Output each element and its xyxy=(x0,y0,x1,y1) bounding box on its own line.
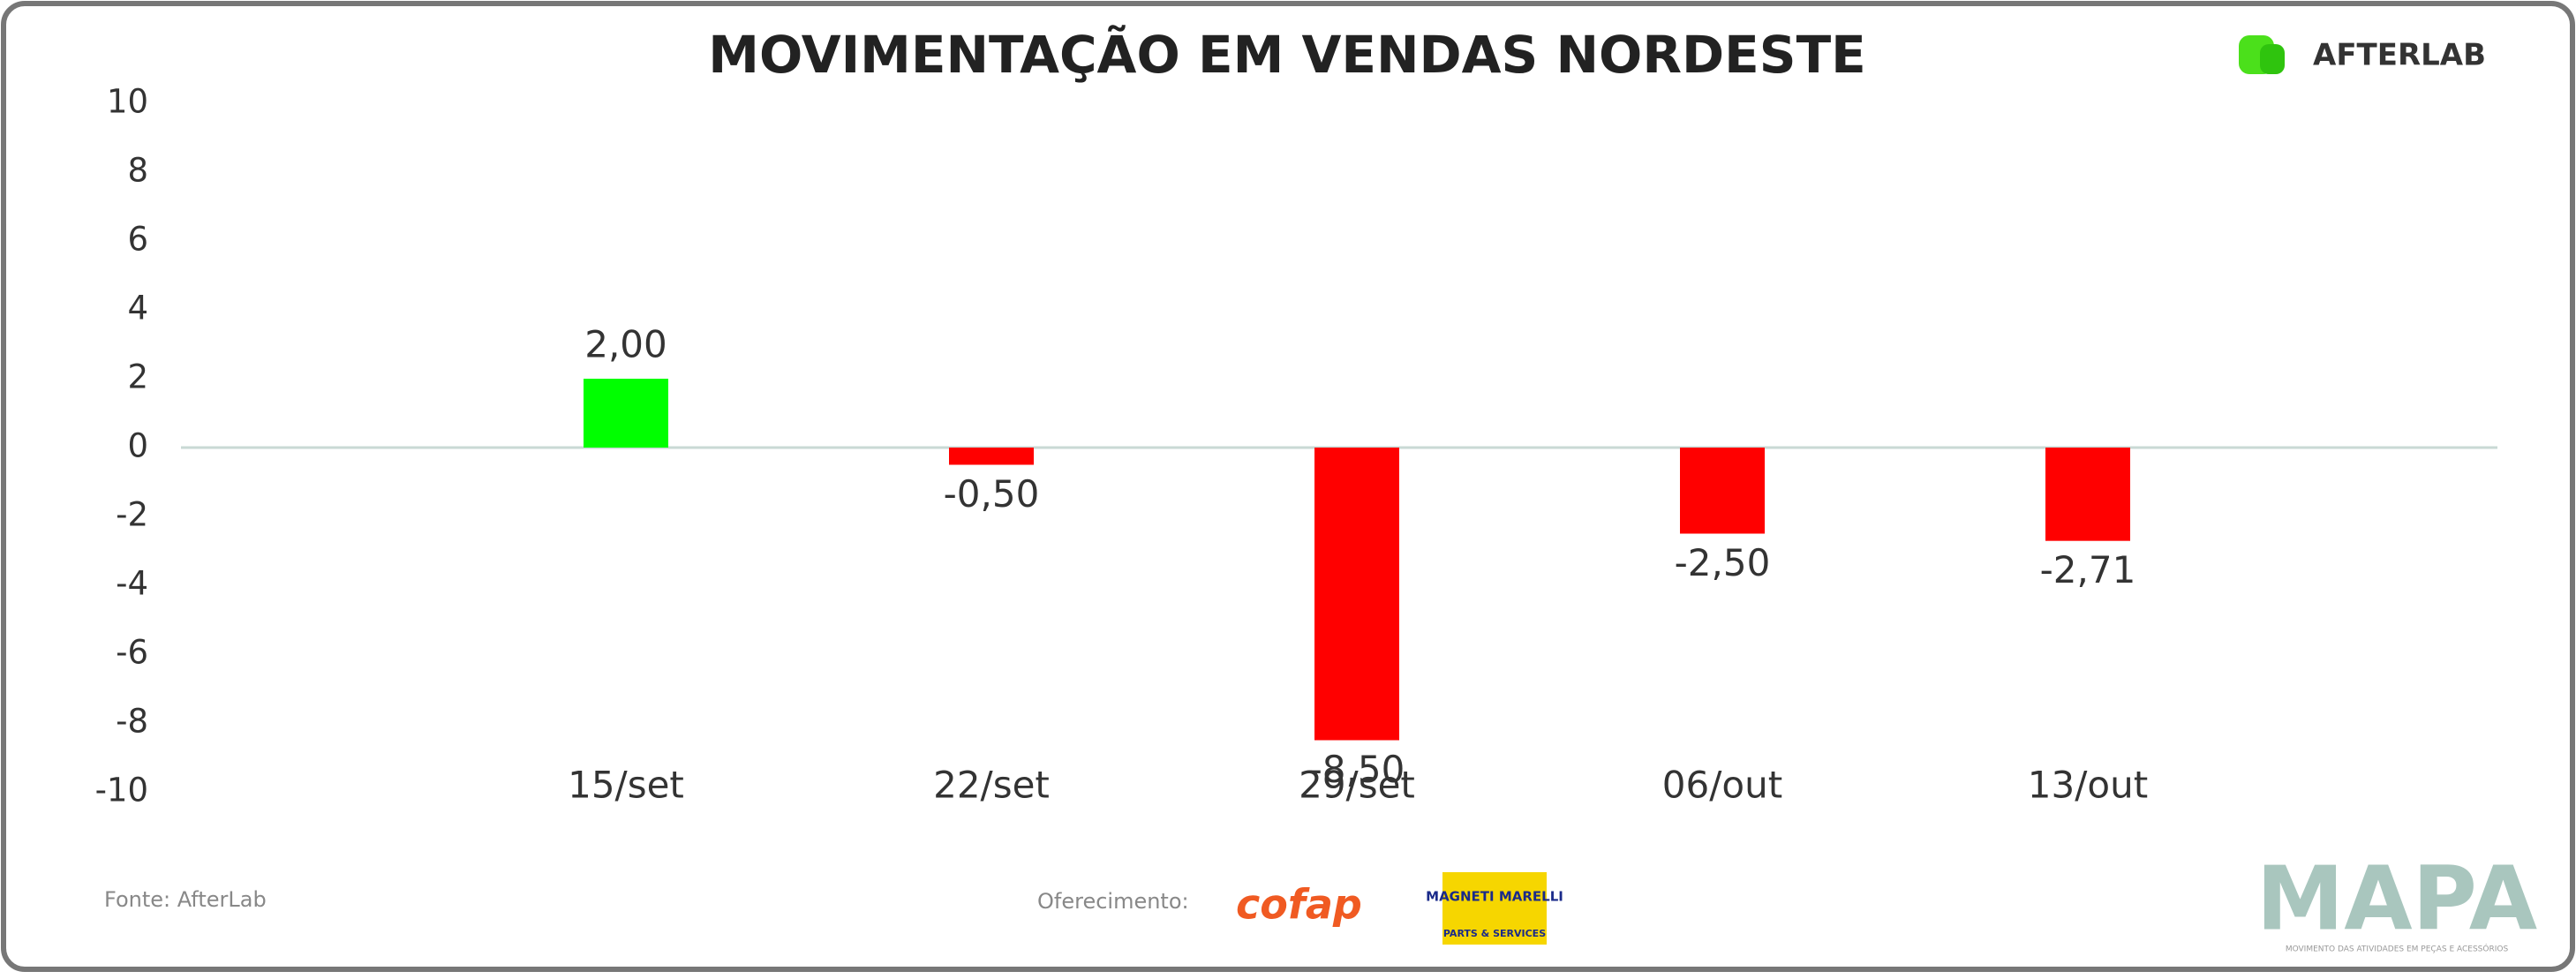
sponsor-label: Oferecimento: xyxy=(1037,889,1189,914)
x-tick-label: 06/out xyxy=(1662,764,1782,807)
value-label: -8,50 xyxy=(1309,748,1405,791)
mapa-tagline: MOVIMENTO DAS ATIVIDADES EM PEÇAS E ACES… xyxy=(2286,944,2509,954)
source: Fonte: AfterLab xyxy=(104,887,267,912)
mapa-logo: MAPA xyxy=(2256,847,2537,950)
x-tick-label: 29/set xyxy=(1299,764,1415,807)
y-tick-label: 2 xyxy=(127,358,148,396)
magneti-sub: PARTS & SERVICES xyxy=(1443,928,1546,939)
afterlab-icon xyxy=(2260,44,2285,74)
y-tick-label: 4 xyxy=(127,290,148,328)
bar xyxy=(1314,448,1399,741)
bar xyxy=(949,448,1034,465)
y-tick-label: -2 xyxy=(116,496,148,534)
bar xyxy=(2045,448,2130,541)
y-tick-label: -10 xyxy=(95,772,148,810)
value-label: -2,50 xyxy=(1675,541,1771,584)
bar xyxy=(584,379,668,448)
value-label: 2,00 xyxy=(584,323,667,366)
afterlab-logo: AFTERLAB xyxy=(2313,38,2486,73)
value-label: -2,71 xyxy=(2040,548,2136,591)
y-tick-label: -4 xyxy=(116,565,148,603)
magneti-logo: MAGNETI MARELLI xyxy=(1426,889,1563,905)
y-tick-label: 8 xyxy=(127,152,148,190)
chart-title: MOVIMENTAÇÃO EM VENDAS NORDESTE xyxy=(708,24,1866,85)
x-tick-label: 22/set xyxy=(933,764,1050,807)
y-tick-label: -8 xyxy=(116,703,148,741)
y-tick-label: 6 xyxy=(127,221,148,259)
y-tick-label: 0 xyxy=(127,427,148,465)
x-tick-label: 13/out xyxy=(2028,764,2148,807)
cofap-logo: cofap xyxy=(1236,881,1362,929)
x-tick-label: 15/set xyxy=(568,764,684,807)
magneti-box xyxy=(1442,872,1547,945)
value-label: -0,50 xyxy=(944,472,1040,516)
y-tick-label: 10 xyxy=(107,83,148,121)
bar xyxy=(1680,448,1765,534)
y-tick-label: -6 xyxy=(116,634,148,672)
